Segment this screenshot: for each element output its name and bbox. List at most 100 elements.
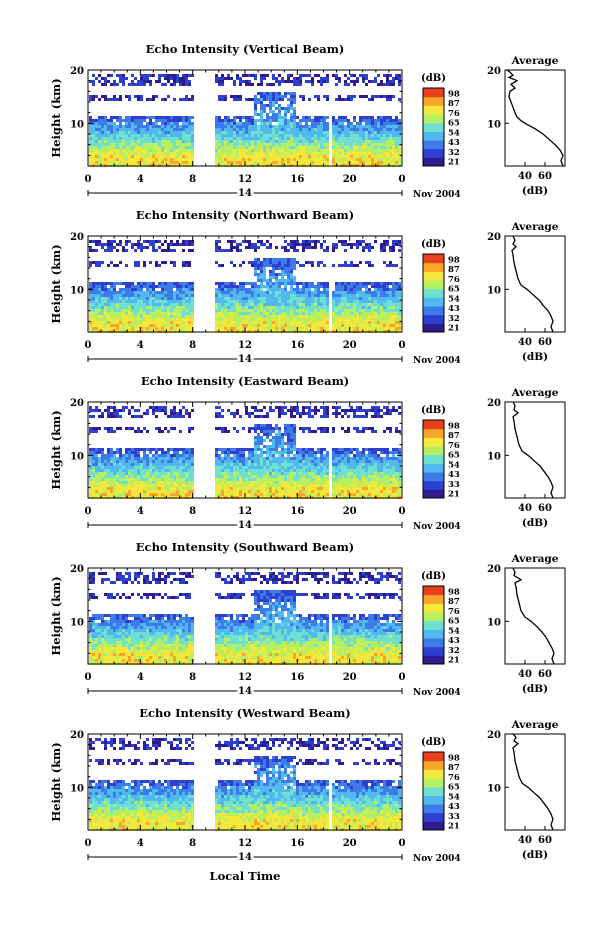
- heatmap-cell: [284, 273, 287, 276]
- heatmap-cell: [341, 309, 344, 312]
- heatmap-cell: [167, 288, 170, 291]
- heatmap-cell: [368, 321, 371, 324]
- colorbar-segment: [423, 256, 444, 259]
- heatmap-cell: [272, 276, 275, 279]
- heatmap-cell: [305, 149, 308, 152]
- heatmap-cell: [335, 306, 338, 309]
- heatmap-cell: [335, 327, 338, 330]
- heatmap-cell: [290, 122, 293, 125]
- heatmap-cell: [104, 297, 107, 300]
- heatmap-cell: [353, 318, 356, 321]
- heatmap-cell: [98, 487, 101, 490]
- heatmap-cell: [167, 487, 170, 490]
- heatmap-cell: [302, 155, 305, 158]
- heatmap-cell: [224, 119, 227, 122]
- heatmap-cell: [101, 261, 104, 264]
- heatmap-cell: [260, 140, 263, 143]
- heatmap-cell: [152, 294, 155, 297]
- heatmap-cell: [356, 243, 359, 246]
- heatmap-cell: [389, 80, 392, 83]
- heatmap-cell: [152, 412, 155, 415]
- heatmap-cell: [161, 128, 164, 131]
- heatmap-cell: [89, 282, 92, 285]
- heatmap-cell: [260, 321, 263, 324]
- heatmap-cell: [290, 80, 293, 83]
- heatmap-cell: [122, 119, 125, 122]
- colorbar-segment: [423, 161, 444, 165]
- heatmap-cell: [95, 318, 98, 321]
- heatmap-cell: [344, 137, 347, 140]
- heatmap-cell: [398, 74, 401, 77]
- heatmap-cell: [113, 143, 116, 146]
- heatmap-cell: [326, 140, 329, 143]
- heatmap-cell: [185, 137, 188, 140]
- heatmap-cell: [338, 158, 341, 161]
- heatmap-cell: [260, 101, 263, 104]
- heatmap-cell: [359, 143, 362, 146]
- heatmap-cell: [296, 300, 299, 303]
- heatmap-cell: [365, 303, 368, 306]
- heatmap-cell: [89, 131, 92, 134]
- heatmap-cell: [119, 324, 122, 327]
- heatmap-cell: [389, 291, 392, 294]
- heatmap-cell: [179, 146, 182, 149]
- heatmap-cell: [152, 240, 155, 243]
- heatmap-cell: [368, 288, 371, 291]
- heatmap-cell: [140, 472, 143, 475]
- heatmap-cell: [245, 288, 248, 291]
- colorbar-segment: [423, 260, 444, 264]
- heatmap-cell: [263, 152, 266, 155]
- heatmap-cell: [359, 119, 362, 122]
- heatmap-cell: [290, 273, 293, 276]
- heatmap-cell: [380, 303, 383, 306]
- heatmap-cell: [137, 484, 140, 487]
- heatmap-cell: [143, 291, 146, 294]
- heatmap-cell: [158, 490, 161, 493]
- heatmap-cell: [287, 92, 290, 95]
- heatmap-cell: [380, 300, 383, 303]
- heatmap-cell: [281, 276, 284, 279]
- colorbar-segment: [423, 321, 444, 324]
- heatmap-cell: [215, 152, 218, 155]
- heatmap-cell: [359, 152, 362, 155]
- heatmap-cell: [146, 472, 149, 475]
- heatmap-cell: [347, 83, 350, 86]
- heatmap-cell: [281, 306, 284, 309]
- heatmap-cell: [347, 128, 350, 131]
- heatmap-cell: [164, 478, 167, 481]
- heatmap-cell: [245, 119, 248, 122]
- heatmap-cell: [317, 240, 320, 243]
- heatmap-cell: [152, 469, 155, 472]
- heatmap-cell: [101, 463, 104, 466]
- heatmap-cell: [89, 294, 92, 297]
- heatmap-cell: [287, 279, 290, 282]
- heatmap-cell: [263, 273, 266, 276]
- heatmap-cell: [167, 122, 170, 125]
- heatmap-cell: [149, 327, 152, 330]
- heatmap-cell: [176, 490, 179, 493]
- heatmap-cell: [101, 116, 104, 119]
- heatmap-cell: [275, 300, 278, 303]
- heatmap-cell: [95, 472, 98, 475]
- heatmap-cell: [128, 466, 131, 469]
- heatmap-cell: [119, 155, 122, 158]
- heatmap-cell: [251, 306, 254, 309]
- heatmap-cell: [236, 303, 239, 306]
- heatmap-cell: [374, 80, 377, 83]
- heatmap-cell: [233, 80, 236, 83]
- heatmap-cell: [152, 137, 155, 140]
- heatmap-cell: [104, 303, 107, 306]
- heatmap-cell: [359, 318, 362, 321]
- heatmap-cell: [308, 324, 311, 327]
- heatmap-cell: [116, 493, 119, 496]
- heatmap-cell: [290, 288, 293, 291]
- heatmap-cell: [89, 493, 92, 496]
- heatmap-cell: [128, 472, 131, 475]
- heatmap-cell: [377, 324, 380, 327]
- colorbar-segment: [423, 273, 444, 277]
- heatmap-cell: [173, 282, 176, 285]
- heatmap-cell: [167, 137, 170, 140]
- heatmap-cell: [302, 146, 305, 149]
- heatmap-cell: [221, 315, 224, 318]
- colorbar-tick-label: 32: [448, 148, 460, 158]
